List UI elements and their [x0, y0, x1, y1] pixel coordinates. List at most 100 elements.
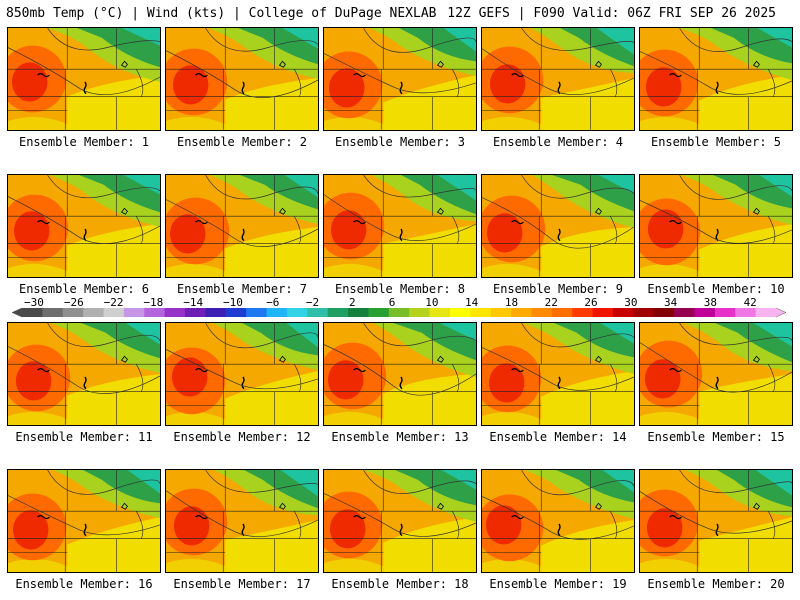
lake-outline — [353, 515, 366, 520]
colorbar-swatch — [572, 308, 594, 317]
temperature-field — [552, 175, 634, 212]
lake-outline — [399, 376, 403, 390]
colorbar-swatch — [714, 308, 736, 317]
temperature-field — [324, 263, 384, 277]
height-contour — [482, 347, 634, 391]
lake-outline — [353, 368, 366, 373]
temperature-field — [443, 28, 476, 52]
map-title: 850mb Temp (°C) | Wind (kts) | College o… — [6, 6, 437, 21]
height-contour — [47, 175, 160, 199]
state-border — [768, 364, 776, 392]
lake-outline — [120, 502, 128, 510]
temperature-field — [600, 323, 634, 344]
temperature-field — [166, 411, 226, 425]
colorbar-swatch — [62, 308, 84, 317]
colorbar-swatch — [429, 308, 451, 317]
temperature-field — [225, 371, 318, 425]
lake-outline — [715, 228, 719, 242]
colorbar-swatch — [83, 308, 105, 317]
lake-outline — [669, 368, 682, 373]
temperature-field — [482, 116, 542, 130]
state-border — [452, 364, 460, 392]
ensemble-member-map — [323, 174, 477, 278]
ensemble-member-label: Ensemble Member: 19 — [489, 577, 627, 591]
temperature-field — [646, 508, 683, 548]
temperature-field — [640, 558, 700, 572]
lake-outline — [511, 220, 524, 225]
colorbar-swatch — [286, 308, 308, 317]
height-contour — [47, 28, 160, 51]
lake-outline — [557, 228, 561, 242]
lake-outline — [594, 207, 602, 215]
temperature-field — [383, 224, 476, 277]
temperature-field — [8, 411, 68, 425]
colorbar-swatch — [409, 308, 431, 317]
height-contour — [166, 50, 318, 98]
colorbar-tick-label: −2 — [306, 298, 319, 309]
lake-outline — [715, 81, 719, 95]
ensemble-member-map — [323, 469, 477, 573]
temperature-field — [383, 75, 476, 130]
ensemble-member-label: Ensemble Member: 14 — [489, 430, 627, 444]
height-contour — [363, 323, 476, 347]
ensemble-member-label: Ensemble Member: 12 — [173, 430, 311, 444]
ensemble-member-map — [639, 469, 793, 573]
lake-outline — [195, 220, 208, 225]
temperature-field — [640, 116, 700, 130]
colorbar-tick-label: −18 — [143, 298, 163, 309]
height-contour — [205, 175, 318, 200]
height-contour — [363, 175, 476, 198]
lake-outline — [511, 73, 524, 78]
temperature-field — [482, 411, 542, 425]
lake-outline — [594, 355, 602, 363]
height-contour — [679, 175, 792, 200]
height-contour — [521, 470, 634, 496]
lake-outline — [83, 81, 87, 95]
ensemble-member-label: Ensemble Member: 10 — [647, 282, 785, 296]
height-contour — [166, 349, 318, 390]
colorbar-arrow-low — [11, 307, 23, 318]
temperature-field — [699, 75, 792, 130]
colorbar-swatch — [531, 308, 553, 317]
colorbar-swatch — [144, 308, 166, 317]
temperature-field — [324, 411, 384, 425]
ensemble-member-map — [481, 174, 635, 278]
lake-outline — [557, 81, 561, 95]
lake-outline — [594, 60, 602, 68]
lake-outline — [557, 523, 561, 537]
ensemble-member-map — [7, 27, 161, 131]
ensemble-member-map — [639, 27, 793, 131]
ensemble-member-label: Ensemble Member: 4 — [492, 135, 624, 149]
temperature-field — [15, 361, 52, 401]
colorbar-tick-label: −6 — [266, 298, 279, 309]
temperature-field — [166, 263, 226, 277]
height-contour — [166, 490, 318, 537]
height-contour — [679, 28, 792, 52]
ensemble-member-map — [165, 322, 319, 426]
colorbar-tick-label: 42 — [744, 298, 757, 309]
lake-outline — [399, 523, 403, 537]
ensemble-member-map — [165, 27, 319, 131]
lake-outline — [436, 207, 444, 215]
temperature-field — [489, 64, 526, 104]
lake-outline — [511, 368, 524, 373]
colorbar-tick-label: 30 — [624, 298, 637, 309]
colorbar-swatch — [123, 308, 145, 317]
height-contour — [679, 470, 792, 494]
lake-outline — [83, 376, 87, 390]
temperature-field — [488, 363, 525, 403]
temperature-field — [67, 517, 160, 572]
lake-outline — [37, 368, 50, 373]
ensemble-member-map — [7, 469, 161, 573]
model-run-valid-time: 12Z GEFS | F090 Valid: 06Z FRI SEP 26 20… — [447, 6, 776, 21]
state-border — [136, 511, 144, 539]
temperature-field — [640, 411, 700, 425]
ensemble-member-label: Ensemble Member: 7 — [176, 282, 308, 296]
colorbar-tick-label: −14 — [183, 298, 203, 309]
lake-outline — [669, 515, 682, 520]
ensemble-member-label: Ensemble Member: 16 — [15, 577, 153, 591]
lake-outline — [195, 515, 208, 520]
lake-outline — [669, 73, 682, 78]
lake-outline — [594, 502, 602, 510]
ensemble-member-map — [481, 322, 635, 426]
